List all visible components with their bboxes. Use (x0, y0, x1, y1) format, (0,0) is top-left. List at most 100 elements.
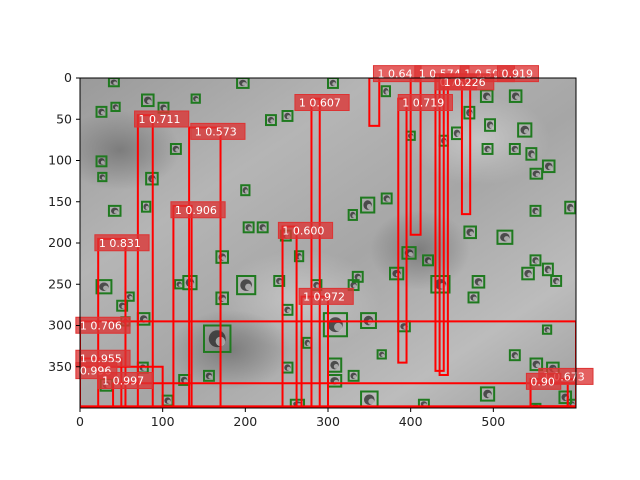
prediction-box (434, 78, 445, 372)
prediction-box (409, 78, 422, 236)
crater-layer (98, 79, 575, 408)
prediction-score-label: 1 0.706 (80, 319, 122, 332)
x-tick-label: 500 (481, 414, 505, 429)
x-tick-label: 0 (76, 414, 84, 429)
crater-highlight (221, 297, 226, 302)
crater-highlight (352, 214, 356, 218)
prediction-label-bg (190, 122, 246, 140)
ground-truth-box (496, 229, 514, 245)
crater-highlight (381, 353, 385, 357)
ground-truth-box (517, 122, 533, 138)
ground-truth-box (174, 279, 185, 290)
crater-highlight (569, 206, 574, 211)
crater-highlight (486, 95, 491, 100)
x-axis: 0 100 200 300 400 500 (76, 408, 505, 429)
crater-highlight (183, 379, 188, 383)
x-tick-label: 200 (233, 414, 257, 429)
prediction-label-bg (277, 221, 334, 239)
crater-highlight (306, 342, 310, 346)
crater-highlight (469, 231, 474, 236)
prediction-score-label: 1 0.64 (377, 68, 412, 81)
ground-truth-box (236, 275, 257, 296)
crater-highlight (535, 172, 540, 177)
crater-highlight (278, 280, 283, 284)
ground-truth-box (529, 204, 542, 217)
ground-truth-box (203, 324, 232, 353)
crater-highlight (427, 259, 432, 264)
crater-highlight (286, 366, 291, 371)
crater-highlight (386, 197, 390, 202)
ground-truth-box (360, 390, 379, 408)
ground-truth-box (479, 386, 496, 402)
ground-truth-box (107, 204, 122, 217)
crater-highlight (221, 256, 226, 261)
prediction-score-label: 0.919 (501, 68, 533, 81)
crater-highlight (353, 284, 357, 288)
crater-highlight (527, 272, 532, 277)
ground-truth-box (116, 299, 129, 312)
ground-truth-box (293, 250, 305, 263)
ground-truth-box (471, 275, 486, 289)
ground-truth-box (215, 291, 229, 306)
ground-truth-box (484, 118, 496, 132)
crater-highlight (353, 375, 357, 379)
x-tick-label: 300 (316, 414, 340, 429)
ground-truth-box (256, 221, 269, 234)
ground-truth-box (351, 270, 364, 283)
ground-truth-box (376, 349, 387, 360)
crater-highlight (530, 152, 535, 158)
prediction-box (80, 320, 576, 408)
crater-highlight (101, 176, 105, 180)
prediction-score-label: 1 0.719 (402, 97, 444, 110)
ground-truth-box (215, 250, 229, 264)
ground-truth-box (141, 200, 152, 213)
crater-highlight (514, 354, 518, 358)
crater-highlight (534, 210, 539, 214)
ground-truth-box (95, 105, 108, 118)
ground-truth-box (95, 155, 108, 168)
ground-truth-box (141, 93, 155, 108)
ground-truth-box (541, 159, 556, 174)
crater-highlight (121, 304, 126, 309)
prediction-label-bg (97, 372, 153, 390)
crater-highlight (333, 364, 339, 369)
crater-highlight (113, 81, 117, 85)
ground-truth-box (389, 266, 405, 281)
ground-truth-box (97, 171, 108, 183)
crater-highlight (262, 226, 266, 231)
ground-truth-box (265, 114, 277, 127)
crater-highlight (477, 280, 482, 286)
prediction-label-bg (75, 316, 131, 334)
crater-highlight (315, 284, 320, 288)
crater-highlight (489, 124, 494, 129)
ground-truth-box (529, 167, 544, 180)
crater-highlight (245, 283, 252, 291)
y-tick-label: 350 (48, 359, 72, 374)
crater-highlight (357, 276, 361, 280)
prediction-label-bg (298, 287, 354, 305)
y-tick-label: 200 (48, 235, 72, 250)
crater-highlight (472, 296, 477, 301)
crater-highlight (334, 322, 343, 332)
ground-truth-box (401, 246, 417, 260)
crater-highlight (178, 283, 182, 287)
ground-truth-box (467, 291, 480, 304)
crater-highlight (366, 203, 372, 210)
x-tick-label: 100 (151, 414, 175, 429)
ground-truth-box (417, 398, 430, 408)
ground-truth-box (529, 254, 542, 267)
prediction-label-bg (525, 372, 562, 390)
crater-highlight (129, 295, 133, 299)
ground-truth-box (203, 369, 215, 382)
ground-truth-box (240, 184, 251, 197)
crater-highlight (298, 255, 302, 259)
ground-truth-box (110, 101, 121, 113)
crater-highlight (244, 189, 248, 193)
crater-highlight (548, 165, 553, 170)
prediction-box (438, 78, 449, 376)
crater-highlight (145, 205, 149, 210)
crater-highlight (208, 375, 212, 379)
crater-highlight (115, 106, 119, 110)
crater-highlight (270, 119, 274, 123)
